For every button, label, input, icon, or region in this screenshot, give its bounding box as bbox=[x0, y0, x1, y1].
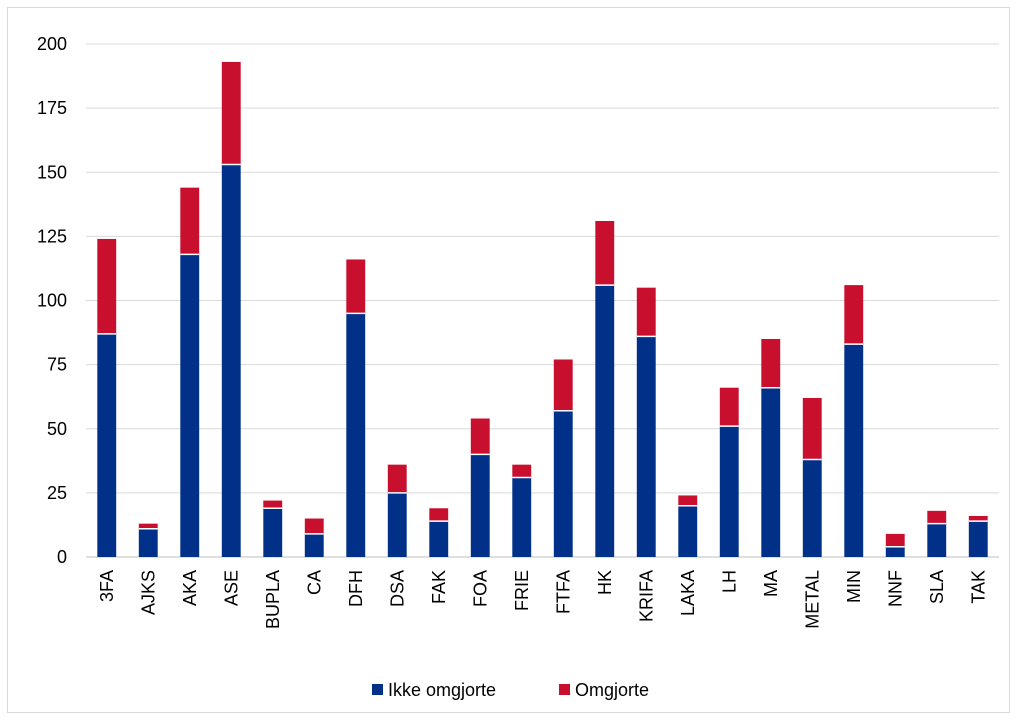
x-tick-label: FTFA bbox=[553, 570, 573, 614]
x-tick-label: SLA bbox=[927, 570, 947, 604]
x-tick-label: MIN bbox=[844, 570, 864, 603]
x-tick-label: FAK bbox=[429, 570, 449, 604]
x-tick-label: AKA bbox=[180, 570, 200, 606]
bar-omgjorte-metal bbox=[802, 397, 822, 460]
bar-ikke-omgjorte-3fa bbox=[97, 333, 117, 557]
y-tick-label: 25 bbox=[47, 483, 67, 503]
bar-omgjorte-aka bbox=[180, 187, 200, 255]
bar-ikke-omgjorte-tak bbox=[968, 521, 988, 557]
bar-ikke-omgjorte-ma bbox=[761, 387, 781, 557]
y-tick-label: 150 bbox=[37, 162, 67, 182]
x-tick-label: DFH bbox=[346, 570, 366, 607]
bar-omgjorte-ajks bbox=[138, 523, 158, 529]
legend: Ikke omgjorte Omgjorte bbox=[372, 680, 649, 700]
bars bbox=[97, 61, 988, 557]
legend-label: Ikke omgjorte bbox=[388, 680, 496, 700]
x-tick-label: MA bbox=[761, 570, 781, 597]
bar-omgjorte-ase bbox=[221, 61, 241, 165]
bar-omgjorte-ftfa bbox=[553, 359, 573, 411]
bar-ikke-omgjorte-sla bbox=[927, 523, 947, 557]
bar-omgjorte-dsa bbox=[387, 464, 407, 493]
bar-ikke-omgjorte-ca bbox=[304, 533, 324, 557]
x-tick-label: HK bbox=[595, 570, 615, 595]
y-tick-label: 200 bbox=[37, 34, 67, 54]
chart-frame bbox=[7, 7, 1010, 713]
bar-ikke-omgjorte-fak bbox=[429, 521, 449, 557]
x-tick-label: TAK bbox=[968, 570, 988, 604]
x-tick-label: KRIFA bbox=[636, 570, 656, 622]
x-tick-label: FOA bbox=[470, 570, 490, 607]
legend-label: Omgjorte bbox=[575, 680, 649, 700]
bar-omgjorte-foa bbox=[470, 418, 490, 455]
bar-ikke-omgjorte-min bbox=[844, 344, 864, 557]
bar-ikke-omgjorte-laka bbox=[678, 505, 698, 557]
bar-omgjorte-3fa bbox=[97, 238, 117, 334]
bar-omgjorte-laka bbox=[678, 495, 698, 506]
bar-omgjorte-ma bbox=[761, 338, 781, 388]
bar-omgjorte-min bbox=[844, 285, 864, 345]
bar-ikke-omgjorte-hk bbox=[595, 285, 615, 557]
x-tick-label: METAL bbox=[802, 570, 822, 629]
y-axis-ticks: 0 25 50 75 100 125 150 175 200 bbox=[37, 34, 67, 567]
bar-ikke-omgjorte-dfh bbox=[346, 313, 366, 557]
y-tick-label: 175 bbox=[37, 98, 67, 118]
bar-omgjorte-sla bbox=[927, 510, 947, 524]
bar-omgjorte-ca bbox=[304, 518, 324, 534]
x-tick-label: CA bbox=[304, 570, 324, 595]
bar-omgjorte-dfh bbox=[346, 259, 366, 314]
bar-ikke-omgjorte-dsa bbox=[387, 492, 407, 557]
bar-ikke-omgjorte-ase bbox=[221, 164, 241, 557]
x-tick-label: BUPLA bbox=[263, 570, 283, 629]
bar-ikke-omgjorte-aka bbox=[180, 254, 200, 557]
y-tick-label: 50 bbox=[47, 419, 67, 439]
bar-omgjorte-lh bbox=[719, 387, 739, 427]
x-tick-label: DSA bbox=[387, 570, 407, 607]
legend-swatch bbox=[372, 684, 383, 695]
bar-ikke-omgjorte-ftfa bbox=[553, 410, 573, 557]
x-tick-label: NNF bbox=[885, 570, 905, 607]
x-tick-label: LH bbox=[719, 570, 739, 593]
x-tick-label: LAKA bbox=[678, 570, 698, 616]
y-tick-label: 100 bbox=[37, 291, 67, 311]
bar-ikke-omgjorte-frie bbox=[512, 477, 532, 557]
y-tick-label: 125 bbox=[37, 226, 67, 246]
bar-ikke-omgjorte-bupla bbox=[263, 508, 283, 557]
x-tick-label: 3FA bbox=[97, 570, 117, 602]
bar-ikke-omgjorte-nnf bbox=[885, 546, 905, 557]
bar-omgjorte-fak bbox=[429, 508, 449, 522]
bar-omgjorte-krifa bbox=[636, 287, 656, 337]
legend-swatch bbox=[559, 684, 570, 695]
bar-ikke-omgjorte-lh bbox=[719, 426, 739, 557]
bar-omgjorte-tak bbox=[968, 515, 988, 522]
bar-ikke-omgjorte-foa bbox=[470, 454, 490, 557]
bar-ikke-omgjorte-krifa bbox=[636, 336, 656, 557]
bar-omgjorte-hk bbox=[595, 220, 615, 286]
bar-ikke-omgjorte-metal bbox=[802, 459, 822, 557]
x-axis-ticks: 3FA AJKS AKA ASE BUPLA CA DFH DSA FAK FOA FRIE FTFA… bbox=[97, 570, 989, 629]
bar-omgjorte-nnf bbox=[885, 533, 905, 547]
bar-omgjorte-bupla bbox=[263, 500, 283, 509]
bar-omgjorte-frie bbox=[512, 464, 532, 478]
x-tick-label: AJKS bbox=[138, 570, 158, 615]
y-tick-label: 0 bbox=[57, 547, 67, 567]
x-tick-label: ASE bbox=[221, 570, 241, 606]
bar-ikke-omgjorte-ajks bbox=[138, 528, 158, 557]
x-tick-label: FRIE bbox=[512, 570, 532, 611]
y-tick-label: 75 bbox=[47, 355, 67, 375]
